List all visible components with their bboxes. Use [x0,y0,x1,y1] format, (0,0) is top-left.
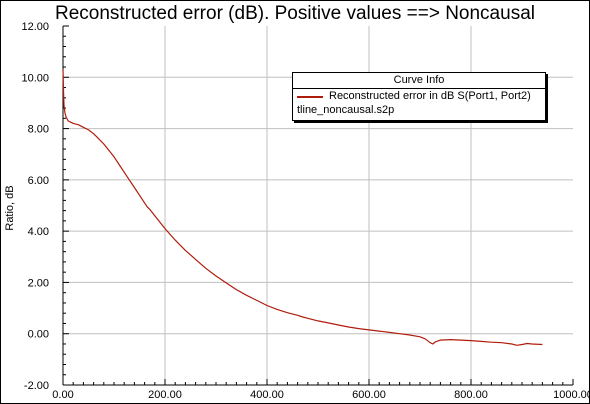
series [62,69,543,346]
x-tick-label: 0.00 [52,389,73,401]
x-tick-label: 600.00 [352,389,386,401]
y-tick-label: 10.00 [21,72,49,84]
x-tick-label: 800.00 [454,389,488,401]
y-tick-label: 12.00 [21,21,49,33]
tick-labels: 0.00 200.00 400.00 600.00 800.00 1000.00 -2.00… [21,21,589,401]
chart-title: Reconstructed error (dB). Positive value… [55,3,535,24]
legend-file-row: tline_noncausal.s2p [293,103,545,117]
y-tick-label: 2.00 [28,277,49,289]
y-tick-label: 4.00 [28,226,49,238]
y-tick-label: -2.00 [24,380,49,392]
y-tick-label: 6.00 [28,175,49,187]
y-tick-label: 0.00 [28,329,49,341]
legend-line-swatch-icon [297,96,323,98]
legend-entry[interactable]: Reconstructed error in dB S(Port1, Port2… [293,89,545,103]
x-tick-label: 200.00 [148,389,182,401]
legend-entry-file: tline_noncausal.s2p [297,104,395,116]
series-line-0 [62,69,543,346]
legend-header: Curve Info [293,73,545,89]
y-tick-label: 8.00 [28,124,49,136]
x-tick-label: 400.00 [250,389,284,401]
legend-entry-name: Reconstructed error in dB S(Port1, Port2… [329,90,531,102]
y-axis-label: Ratio, dB [4,185,16,230]
curve-info-legend[interactable]: Curve Info Reconstructed error in dB S(P… [292,72,546,121]
x-tick-label: 1000.00 [553,389,589,401]
